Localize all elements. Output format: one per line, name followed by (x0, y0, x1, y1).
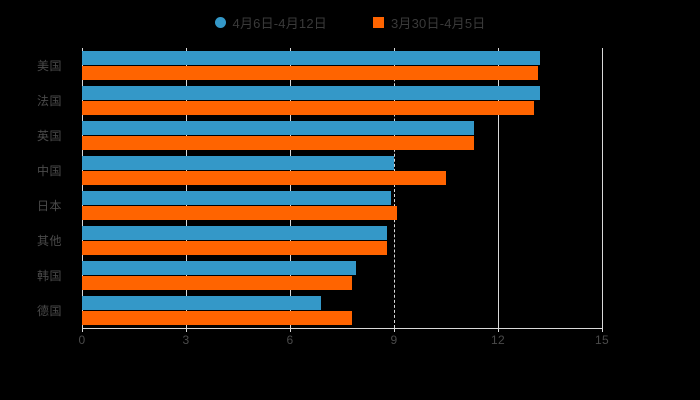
bar[interactable] (82, 171, 446, 185)
bar-group (82, 121, 602, 150)
x-axis-tick-label: 0 (78, 333, 86, 347)
bar[interactable] (82, 191, 391, 205)
bar[interactable] (82, 101, 535, 115)
y-axis-tick-label: 其他 (36, 233, 62, 248)
bar[interactable] (82, 226, 388, 240)
bar[interactable] (82, 121, 474, 135)
y-axis-labels: 美国法国英国中国日本其他韩国德国 (0, 48, 72, 328)
gridline-3 (186, 48, 187, 328)
y-axis-line (82, 48, 83, 329)
x-axis-tick-label: 3 (182, 333, 190, 347)
x-axis-tick-label: 15 (595, 333, 609, 347)
bar[interactable] (82, 311, 353, 325)
bar[interactable] (82, 156, 394, 170)
y-axis-tick-label: 韩国 (36, 268, 62, 283)
gridline-15 (602, 48, 603, 328)
y-axis-tick-label: 英国 (36, 128, 62, 143)
bar-group (82, 261, 602, 290)
bar[interactable] (82, 51, 540, 65)
bar-group (82, 86, 602, 115)
bar[interactable] (82, 86, 540, 100)
x-axis-tick-label: 6 (286, 333, 294, 347)
bar-group (82, 296, 602, 325)
x-axis-tick-mark (290, 328, 291, 332)
bar-group (82, 156, 602, 185)
x-axis-labels: 0 3 6 9 12 15 (0, 333, 700, 353)
legend-item-series-0[interactable]: 4月6日-4月12日 (214, 13, 327, 32)
legend-swatch-icon-series-0 (214, 16, 226, 28)
y-axis-tick-label: 日本 (36, 198, 62, 213)
x-axis-line (82, 328, 603, 329)
y-axis-tick-label: 德国 (36, 303, 62, 318)
bar[interactable] (82, 206, 398, 220)
x-axis-tick-mark (394, 328, 395, 332)
legend-swatch-icon-series-1 (373, 16, 384, 28)
bar[interactable] (82, 136, 474, 150)
gridline-12 (498, 48, 499, 328)
y-axis-tick-label: 中国 (36, 163, 62, 178)
x-axis-tick-mark (602, 328, 603, 332)
x-axis-tick-label: 12 (491, 333, 505, 347)
bar-group (82, 191, 602, 220)
legend-label-series-0: 4月6日-4月12日 (232, 15, 327, 31)
x-axis-tick-mark (186, 328, 187, 332)
y-axis-tick-label: 美国 (36, 58, 62, 73)
chart-legend: 4月6日-4月12日 3月30日-4月5日 (0, 10, 700, 34)
gridline-9 (394, 48, 395, 328)
bar-group (82, 226, 602, 255)
bar[interactable] (82, 276, 353, 290)
bar-group (82, 51, 602, 80)
bar[interactable] (82, 241, 388, 255)
bar[interactable] (82, 66, 538, 80)
x-axis-tick-mark (498, 328, 499, 332)
x-axis-tick-label: 9 (390, 333, 398, 347)
y-axis-tick-label: 法国 (36, 93, 62, 108)
x-axis-tick-mark (82, 328, 83, 332)
legend-item-series-1[interactable]: 3月30日-4月5日 (373, 13, 485, 32)
gridline-6 (290, 48, 291, 328)
plot-area (82, 48, 603, 328)
bar[interactable] (82, 296, 322, 310)
legend-label-series-1: 3月30日-4月5日 (391, 15, 486, 31)
bar[interactable] (82, 261, 356, 275)
